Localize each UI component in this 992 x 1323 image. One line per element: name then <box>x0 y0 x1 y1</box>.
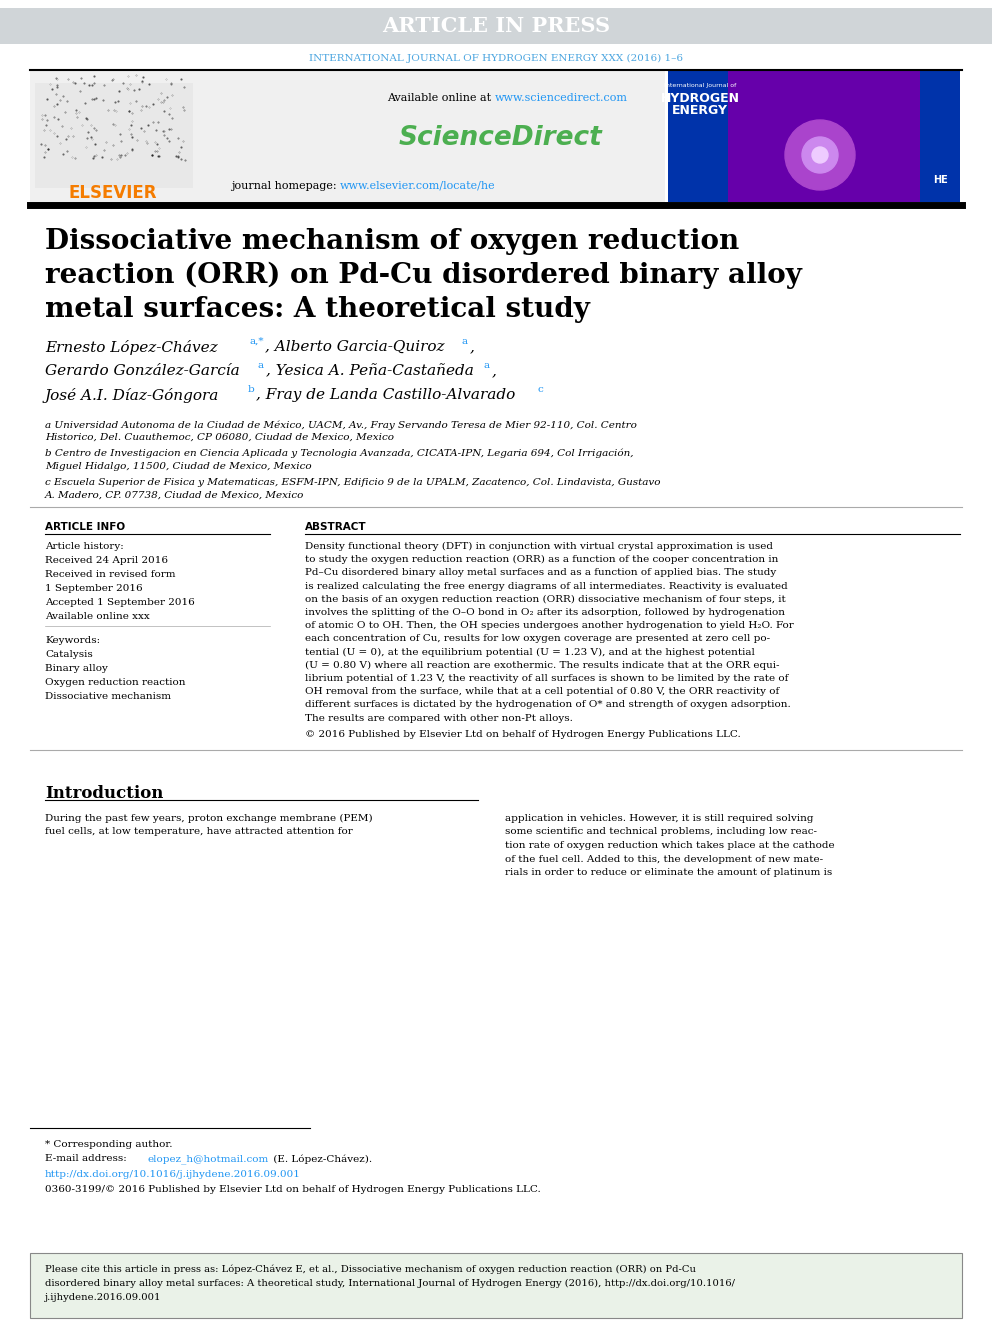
Text: HE: HE <box>932 175 947 185</box>
Text: ,: , <box>492 364 497 378</box>
Text: is realized calculating the free energy diagrams of all intermediates. Reactivit: is realized calculating the free energy … <box>305 582 788 590</box>
Text: c Escuela Superior de Fisica y Matematicas, ESFM-IPN, Edificio 9 de la UPALM, Za: c Escuela Superior de Fisica y Matematic… <box>45 478 661 487</box>
Text: ENERGY: ENERGY <box>672 105 728 118</box>
Text: Please cite this article in press as: López-Chávez E, et al., Dissociative mecha: Please cite this article in press as: Ló… <box>45 1265 696 1274</box>
Text: a,*: a,* <box>250 337 265 347</box>
Text: Received 24 April 2016: Received 24 April 2016 <box>45 556 168 565</box>
Text: ScienceDirect: ScienceDirect <box>398 124 602 151</box>
Text: metal surfaces: A theoretical study: metal surfaces: A theoretical study <box>45 296 590 323</box>
FancyBboxPatch shape <box>30 1253 962 1318</box>
Text: Historico, Del. Cuauthemoc, CP 06080, Ciudad de Mexico, Mexico: Historico, Del. Cuauthemoc, CP 06080, Ci… <box>45 433 394 442</box>
Text: Article history:: Article history: <box>45 542 124 550</box>
Text: Catalysis: Catalysis <box>45 650 92 659</box>
FancyBboxPatch shape <box>668 197 960 202</box>
Text: Oxygen reduction reaction: Oxygen reduction reaction <box>45 677 186 687</box>
Text: , Fray de Landa Castillo-Alvarado: , Fray de Landa Castillo-Alvarado <box>256 388 520 402</box>
Text: of atomic O to OH. Then, the OH species undergoes another hydrogenation to yield: of atomic O to OH. Then, the OH species … <box>305 622 794 630</box>
Text: Ernesto López-Chávez: Ernesto López-Chávez <box>45 340 222 355</box>
Text: fuel cells, at low temperature, have attracted attention for: fuel cells, at low temperature, have att… <box>45 827 353 836</box>
Text: Binary alloy: Binary alloy <box>45 664 108 673</box>
Text: During the past few years, proton exchange membrane (PEM): During the past few years, proton exchan… <box>45 814 373 823</box>
Text: (E. López-Chávez).: (E. López-Chávez). <box>270 1154 372 1163</box>
Text: E-mail address:: E-mail address: <box>45 1154 130 1163</box>
Text: Keywords:: Keywords: <box>45 636 100 646</box>
Text: tential (U = 0), at the equilibrium potential (U = 1.23 V), and at the highest p: tential (U = 0), at the equilibrium pote… <box>305 647 755 656</box>
Circle shape <box>812 147 828 163</box>
Text: Pd–Cu disordered binary alloy metal surfaces and as a function of applied bias. : Pd–Cu disordered binary alloy metal surf… <box>305 569 777 577</box>
Text: www.sciencedirect.com: www.sciencedirect.com <box>495 93 628 103</box>
Text: b Centro de Investigacion en Ciencia Aplicada y Tecnologia Avanzada, CICATA-IPN,: b Centro de Investigacion en Ciencia Apl… <box>45 448 634 459</box>
Text: ARTICLE INFO: ARTICLE INFO <box>45 523 125 532</box>
Text: journal homepage:: journal homepage: <box>231 181 340 191</box>
Text: a: a <box>484 361 490 370</box>
Text: tion rate of oxygen reduction which takes place at the cathode: tion rate of oxygen reduction which take… <box>505 841 834 849</box>
Text: different surfaces is dictated by the hydrogenation of O* and strength of oxygen: different surfaces is dictated by the hy… <box>305 700 791 709</box>
Text: International Journal of: International Journal of <box>664 82 736 87</box>
Text: (U = 0.80 V) where all reaction are exothermic. The results indicate that at the: (U = 0.80 V) where all reaction are exot… <box>305 660 780 669</box>
FancyBboxPatch shape <box>728 70 960 202</box>
Text: ARTICLE IN PRESS: ARTICLE IN PRESS <box>382 16 610 36</box>
Text: , Yesica A. Peña-Castañeda: , Yesica A. Peña-Castañeda <box>266 364 479 378</box>
Text: b: b <box>248 385 255 394</box>
FancyBboxPatch shape <box>668 70 960 202</box>
Text: INTERNATIONAL JOURNAL OF HYDROGEN ENERGY XXX (2016) 1–6: INTERNATIONAL JOURNAL OF HYDROGEN ENERGY… <box>309 53 683 62</box>
Text: each concentration of Cu, results for low oxygen coverage are presented at zero : each concentration of Cu, results for lo… <box>305 635 770 643</box>
Text: involves the splitting of the O–O bond in O₂ after its adsorption, followed by h: involves the splitting of the O–O bond i… <box>305 609 785 617</box>
Text: 0360-3199/© 2016 Published by Elsevier Ltd on behalf of Hydrogen Energy Publicat: 0360-3199/© 2016 Published by Elsevier L… <box>45 1185 541 1193</box>
Text: * Corresponding author.: * Corresponding author. <box>45 1140 173 1148</box>
Circle shape <box>785 120 855 191</box>
Text: A. Madero, CP. 07738, Ciudad de Mexico, Mexico: A. Madero, CP. 07738, Ciudad de Mexico, … <box>45 491 305 500</box>
Text: Received in revised form: Received in revised form <box>45 570 176 579</box>
Text: Gerardo González-García: Gerardo González-García <box>45 364 245 378</box>
Text: Accepted 1 September 2016: Accepted 1 September 2016 <box>45 598 194 607</box>
Text: José A.I. Díaz-Góngora: José A.I. Díaz-Góngora <box>45 388 224 404</box>
Text: c: c <box>538 385 544 394</box>
Text: application in vehicles. However, it is still required solving: application in vehicles. However, it is … <box>505 814 813 823</box>
Text: rials in order to reduce or eliminate the amount of platinum is: rials in order to reduce or eliminate th… <box>505 868 832 877</box>
Text: librium potential of 1.23 V, the reactivity of all surfaces is shown to be limit: librium potential of 1.23 V, the reactiv… <box>305 673 789 683</box>
FancyBboxPatch shape <box>0 8 992 44</box>
Text: some scientific and technical problems, including low reac-: some scientific and technical problems, … <box>505 827 817 836</box>
Text: Density functional theory (DFT) in conjunction with virtual crystal approximatio: Density functional theory (DFT) in conju… <box>305 542 773 552</box>
Text: to study the oxygen reduction reaction (ORR) as a function of the cooper concent: to study the oxygen reduction reaction (… <box>305 556 779 565</box>
FancyBboxPatch shape <box>920 70 960 202</box>
Circle shape <box>802 138 838 173</box>
Text: Miguel Hidalgo, 11500, Ciudad de Mexico, Mexico: Miguel Hidalgo, 11500, Ciudad de Mexico,… <box>45 462 311 471</box>
Text: Available online xxx: Available online xxx <box>45 613 150 620</box>
Text: Dissociative mechanism: Dissociative mechanism <box>45 692 171 701</box>
Text: HYDROGEN: HYDROGEN <box>661 91 739 105</box>
FancyBboxPatch shape <box>30 70 665 202</box>
Text: The results are compared with other non-Pt alloys.: The results are compared with other non-… <box>305 713 572 722</box>
Text: Introduction: Introduction <box>45 785 164 802</box>
Text: ELSEVIER: ELSEVIER <box>68 184 158 202</box>
Text: on the basis of an oxygen reduction reaction (ORR) dissociative mechanism of fou: on the basis of an oxygen reduction reac… <box>305 595 786 603</box>
Text: of the fuel cell. Added to this, the development of new mate-: of the fuel cell. Added to this, the dev… <box>505 855 823 864</box>
Text: © 2016 Published by Elsevier Ltd on behalf of Hydrogen Energy Publications LLC.: © 2016 Published by Elsevier Ltd on beha… <box>305 730 741 740</box>
Text: disordered binary alloy metal surfaces: A theoretical study, International Journ: disordered binary alloy metal surfaces: … <box>45 1279 735 1289</box>
Text: reaction (ORR) on Pd-Cu disordered binary alloy: reaction (ORR) on Pd-Cu disordered binar… <box>45 262 802 290</box>
Text: , Alberto Garcia-Quiroz: , Alberto Garcia-Quiroz <box>265 340 449 355</box>
Text: www.elsevier.com/locate/he: www.elsevier.com/locate/he <box>340 181 496 191</box>
FancyBboxPatch shape <box>668 70 728 202</box>
Text: 1 September 2016: 1 September 2016 <box>45 583 143 593</box>
Text: Dissociative mechanism of oxygen reduction: Dissociative mechanism of oxygen reducti… <box>45 228 739 255</box>
FancyBboxPatch shape <box>35 83 193 188</box>
Text: OH removal from the surface, while that at a cell potential of 0.80 V, the ORR r: OH removal from the surface, while that … <box>305 687 780 696</box>
Text: ABSTRACT: ABSTRACT <box>305 523 367 532</box>
Text: ,: , <box>470 340 475 355</box>
Text: j.ijhydene.2016.09.001: j.ijhydene.2016.09.001 <box>45 1293 162 1302</box>
Text: elopez_h@hotmail.com: elopez_h@hotmail.com <box>148 1154 269 1164</box>
Text: Available online at: Available online at <box>387 93 495 103</box>
Text: a: a <box>462 337 468 347</box>
Text: a: a <box>258 361 264 370</box>
Text: a Universidad Autonoma de la Ciudad de México, UACM, Av., Fray Servando Teresa d: a Universidad Autonoma de la Ciudad de M… <box>45 419 637 430</box>
Text: http://dx.doi.org/10.1016/j.ijhydene.2016.09.001: http://dx.doi.org/10.1016/j.ijhydene.201… <box>45 1170 301 1179</box>
